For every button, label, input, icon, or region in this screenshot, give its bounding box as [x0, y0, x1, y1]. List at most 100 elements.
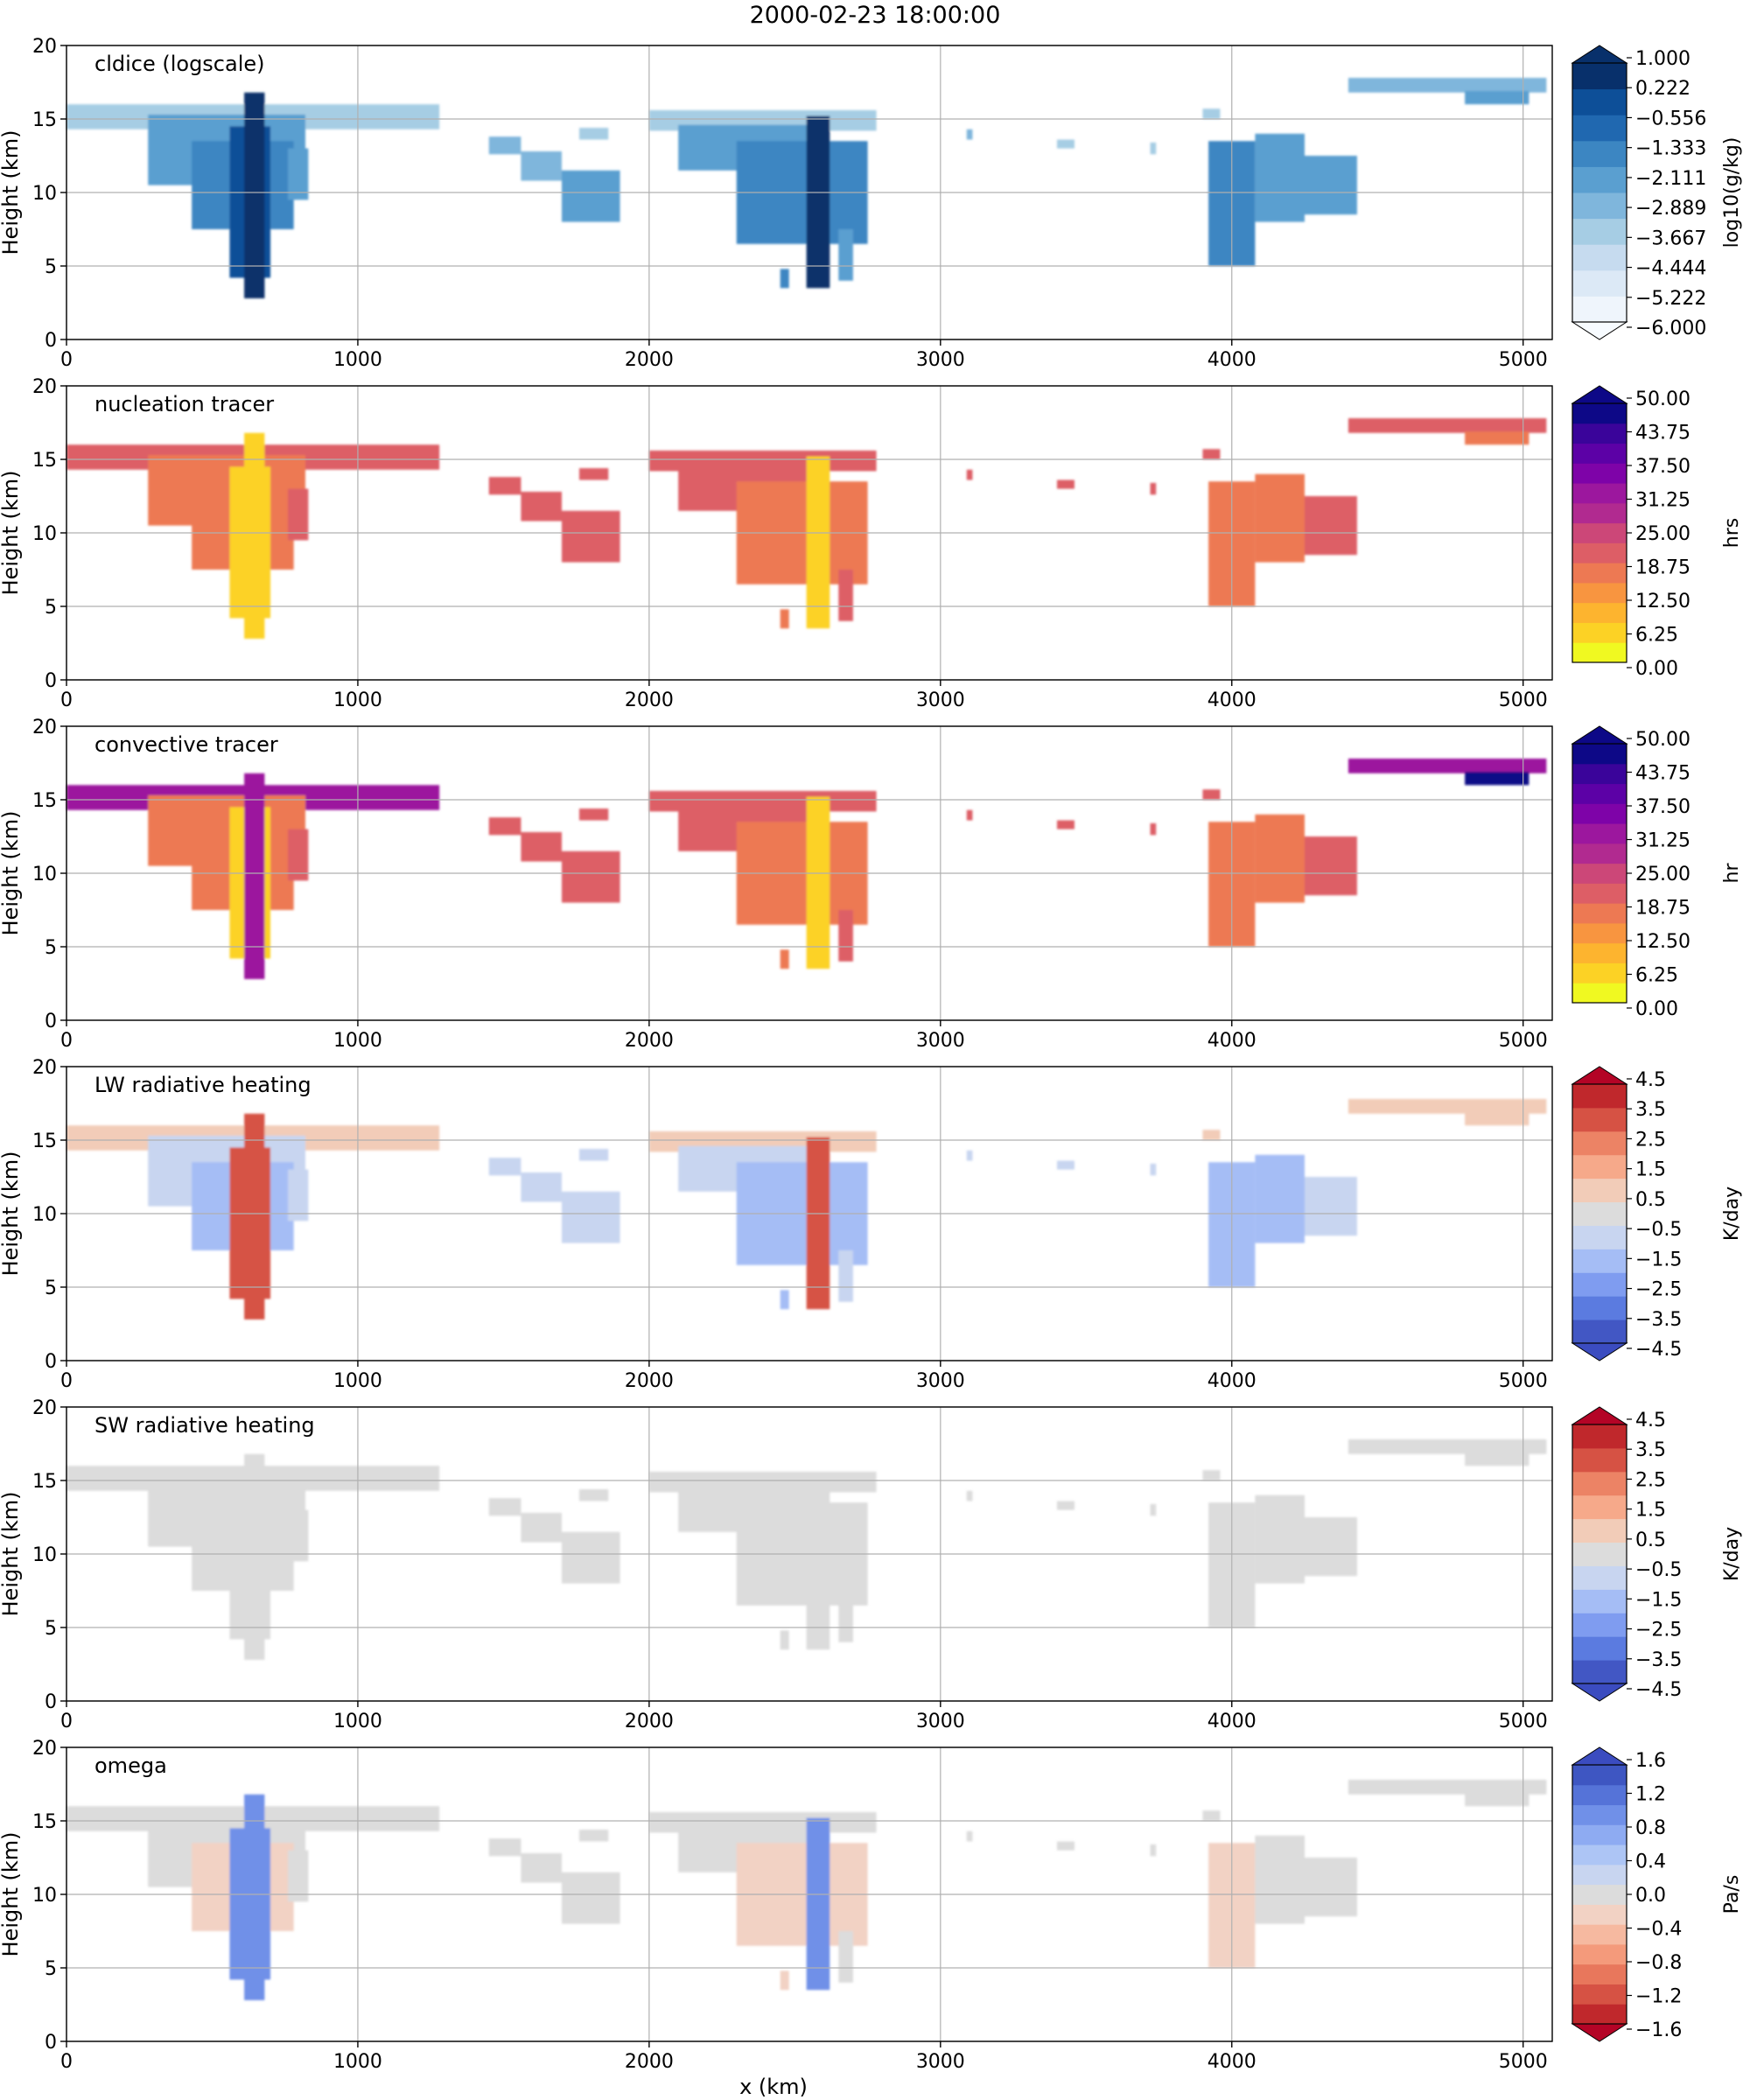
heatmap-cell — [780, 1970, 789, 1991]
colorbar-segment — [1572, 1984, 1627, 2005]
heatmap-cell — [1305, 836, 1357, 896]
x-tick-label: 1000 — [333, 690, 382, 711]
colorbar-segment — [1572, 1518, 1627, 1544]
panel: 0 1000 2000 3000 4000 5000 0 5 10 15 20 LW radiativ… — [0, 1057, 1743, 1392]
colorbar-extend-low — [1571, 321, 1628, 340]
x-tick-label: 5000 — [1499, 1370, 1548, 1392]
colorbar-frame — [1572, 1424, 1628, 1684]
colorbar-segment — [1572, 783, 1627, 804]
y-axis-label: Height (km) — [0, 811, 23, 936]
heatmap-cell — [1150, 482, 1157, 495]
colorbar-segment — [1572, 522, 1627, 543]
heatmap-cell — [488, 136, 522, 155]
panel-title: convective tracer — [94, 732, 278, 757]
colorbar-tick-label: 18.75 — [1635, 557, 1690, 579]
colorbar-tick-label: −0.5 — [1635, 1219, 1682, 1241]
colorbar-segment — [1572, 63, 1627, 90]
heatmap-cell — [1348, 758, 1547, 774]
colorbar-tick-label: −0.4 — [1635, 1919, 1682, 1941]
colorbar-segment — [1572, 423, 1627, 444]
colorbar-tick-label: −2.889 — [1635, 198, 1706, 220]
heatmap-cell — [806, 116, 830, 289]
colorbar-frame — [1572, 1083, 1628, 1344]
x-tick-label: 2000 — [625, 1370, 674, 1392]
colorbar-tick-label: 12.50 — [1635, 931, 1690, 953]
y-tick-label: 5 — [45, 937, 57, 959]
x-tick-label: 5000 — [1499, 1711, 1548, 1732]
heatmap-cell — [838, 1250, 853, 1302]
heatmap-cell — [966, 809, 973, 821]
colorbar-segment — [1572, 542, 1627, 564]
colorbar-segment — [1572, 763, 1627, 785]
heatmap-cell — [966, 1490, 973, 1502]
heatmap-cell — [1465, 431, 1530, 445]
colorbar-extend-high — [1571, 45, 1628, 64]
heatmap-cell — [806, 1477, 830, 1650]
x-tick-label: 2000 — [625, 1030, 674, 1052]
colorbar-segment — [1572, 443, 1627, 464]
heatmap-cell — [1255, 1835, 1305, 1924]
heatmap-cell — [806, 1137, 830, 1310]
colorbar-tick-label: −0.556 — [1635, 108, 1706, 130]
colorbar-segment — [1572, 1565, 1627, 1590]
x-tick-label: 0 — [60, 1370, 73, 1392]
y-tick-label: 10 — [32, 183, 57, 205]
y-tick-label: 15 — [32, 450, 57, 472]
colorbar-segment — [1572, 1320, 1627, 1344]
y-tick-label: 15 — [32, 109, 57, 131]
colorbar-tick-label: 31.25 — [1635, 830, 1690, 852]
colorbar-label: log10(g/kg) — [1721, 137, 1743, 248]
heatmap-cell — [1305, 1517, 1357, 1577]
colorbar-tick-label: 3.5 — [1635, 1099, 1666, 1121]
colorbar-segment — [1572, 863, 1627, 884]
heatmap-cell — [244, 1794, 265, 2000]
colorbar-tick-label: −0.5 — [1635, 1559, 1682, 1581]
x-tick-label: 5000 — [1499, 1030, 1548, 1052]
heatmap-cell — [288, 1850, 309, 1902]
colorbar-segment — [1572, 1542, 1627, 1566]
x-tick-label: 5000 — [1499, 2051, 1548, 2073]
x-tick-label: 3000 — [916, 1030, 965, 1052]
colorbar-segment — [1572, 115, 1627, 142]
x-tick-label: 1000 — [333, 2051, 382, 2073]
colorbar-tick-label: 0.222 — [1635, 78, 1690, 100]
colorbar-segment — [1572, 1904, 1627, 1925]
y-tick-label: 15 — [32, 1471, 57, 1493]
colorbar-tick-label: 4.5 — [1635, 1069, 1666, 1091]
colorbar-segment — [1572, 502, 1627, 524]
colorbar-segment — [1572, 642, 1627, 663]
heatmap-cell — [1348, 77, 1547, 93]
colorbar-segment — [1572, 1660, 1627, 1684]
x-tick-label: 3000 — [916, 1370, 965, 1392]
heatmap-cell — [966, 1150, 973, 1161]
colorbar-tick-label: 1.6 — [1635, 1750, 1666, 1772]
heatmap-cell — [1255, 133, 1305, 222]
colorbar-segment — [1572, 1272, 1627, 1297]
colorbar-segment — [1572, 1636, 1627, 1661]
heatmap-cell — [1305, 156, 1357, 215]
heatmap-cell — [1202, 449, 1221, 459]
heatmap-cell — [562, 1531, 620, 1584]
colorbar-tick-label: 25.00 — [1635, 523, 1690, 545]
heatmap-cell — [1348, 1779, 1547, 1795]
heatmap-cell — [288, 1509, 309, 1562]
heatmap-cell — [1255, 814, 1305, 903]
colorbar-frame — [1572, 62, 1628, 323]
colorbar-segment — [1572, 1447, 1627, 1473]
colorbar-segment — [1572, 2004, 1627, 2025]
colorbar-segment — [1572, 1589, 1627, 1614]
heatmap-cell — [1057, 820, 1074, 830]
heatmap-cell — [806, 1817, 830, 1991]
colorbar-tick-label: 2.5 — [1635, 1129, 1666, 1151]
y-tick-label: 20 — [32, 1057, 57, 1079]
y-tick-label: 10 — [32, 523, 57, 545]
heatmap-cell — [562, 1191, 620, 1243]
colorbar-segment — [1572, 942, 1627, 963]
y-tick-label: 20 — [32, 1397, 57, 1419]
colorbar-label: hr — [1721, 863, 1743, 884]
y-tick-label: 15 — [32, 1130, 57, 1152]
heatmap-cell — [488, 477, 522, 495]
heatmap-cell — [1465, 1793, 1530, 1807]
colorbar-segment — [1572, 270, 1627, 297]
